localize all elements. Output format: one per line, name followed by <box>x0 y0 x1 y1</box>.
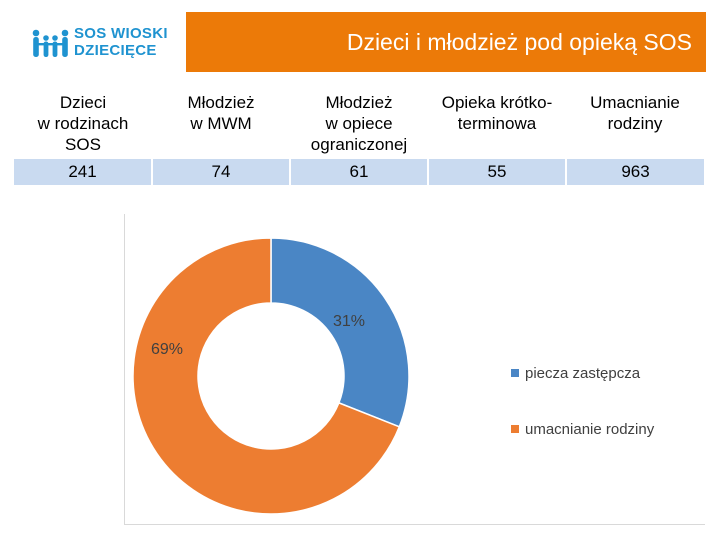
stats-table: Dzieci w rodzinach SOS Młodzież w MWM Mł… <box>14 86 704 185</box>
header-line: Umacnianie <box>590 93 680 112</box>
title-bar: Dzieci i młodzież pod opieką SOS <box>186 12 706 72</box>
donut-slices <box>132 237 410 515</box>
header-line: Młodzież <box>325 93 393 112</box>
table-header-cell: Dzieci w rodzinach SOS <box>14 86 152 159</box>
legend-swatch-umacnianie <box>511 425 519 433</box>
slice-label-umacnianie: 69% <box>151 341 183 358</box>
header-line: w MWM <box>190 114 252 133</box>
table-cell: 74 <box>152 159 291 185</box>
table-row: 241 74 61 55 963 <box>14 159 704 185</box>
table-cell: 963 <box>566 159 704 185</box>
page-title: Dzieci i młodzież pod opieką SOS <box>346 29 692 55</box>
table-header-cell: Opieka krótko- terminowa <box>428 86 566 159</box>
sos-logo: SOS WIOSKI DZIECIĘCE <box>16 12 184 72</box>
header-line: Młodzież <box>187 93 255 112</box>
table-cell: 61 <box>290 159 429 185</box>
donut-slice-umacnianie <box>132 237 401 515</box>
header-line: terminowa <box>457 114 537 133</box>
legend-label-piecza: piecza zastępcza <box>525 365 641 382</box>
header-line: ograniczonej <box>310 135 408 154</box>
logo-text: SOS WIOSKI DZIECIĘCE <box>74 25 168 59</box>
table-header-cell: Umacnianie rodziny <box>566 86 704 159</box>
sos-family-icon <box>32 29 69 57</box>
header-line: w rodzinach <box>37 114 129 133</box>
donut-chart: 31% 69% piecza zastępcza umacnianie rodz… <box>132 237 655 515</box>
table-header-cell: Młodzież w MWM <box>152 86 290 159</box>
table-header-row: Dzieci w rodzinach SOS Młodzież w MWM Mł… <box>14 86 704 159</box>
chart-frame: 31% 69% piecza zastępcza umacnianie rodz… <box>124 214 705 525</box>
table-header-cell: Młodzież w opiece ograniczonej <box>290 86 428 159</box>
logo-line-1: SOS WIOSKI <box>74 25 168 42</box>
header-line: Opieka krótko- <box>441 93 553 112</box>
slice-label-piecza: 31% <box>333 313 365 330</box>
donut-slice-piecza <box>270 237 410 428</box>
legend-swatch-piecza <box>511 369 519 377</box>
table-cell: 55 <box>428 159 567 185</box>
header-line: rodziny <box>607 114 663 133</box>
logo-line-2: DZIECIĘCE <box>74 42 157 59</box>
table-cell: 241 <box>14 159 153 185</box>
header-line: Dzieci <box>59 93 107 112</box>
header: SOS WIOSKI DZIECIĘCE Dzieci i młodzież p… <box>0 0 720 72</box>
header-line: SOS <box>65 135 101 154</box>
legend-label-umacnianie: umacnianie rodziny <box>525 421 655 438</box>
header-line: w opiece <box>325 114 393 133</box>
